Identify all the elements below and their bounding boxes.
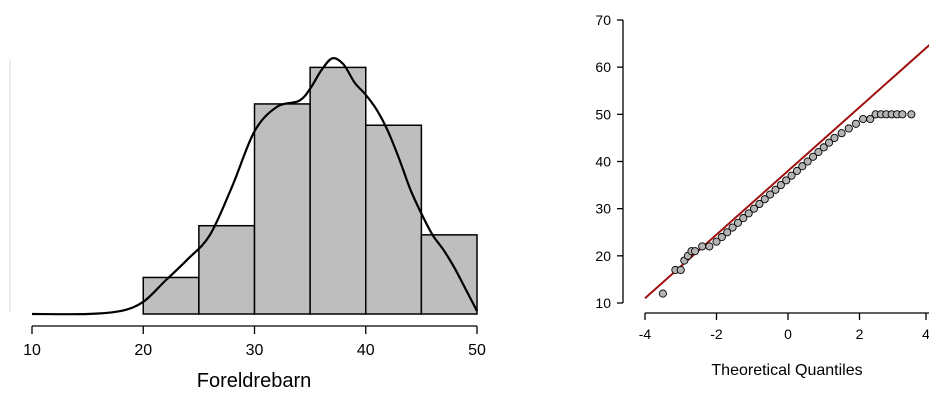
qq-x-tick-label: 2 [856, 326, 864, 342]
qq-x-axis-title: Theoretical Quantiles [711, 362, 862, 379]
qq-point [866, 115, 875, 124]
qq-point [691, 247, 700, 256]
qq-point [776, 181, 785, 190]
qq-x-ticks: -4 -2 0 2 4 [639, 313, 929, 342]
qq-point [844, 124, 853, 133]
qq-y-tick-label: 60 [595, 59, 611, 75]
histogram-x-tick-label: 50 [468, 342, 486, 359]
qq-point [907, 110, 916, 119]
qq-point [798, 162, 807, 171]
histogram-panel: 10 20 30 40 50 Foreldrebarn [9, 56, 486, 392]
qq-x-tick-label: 4 [922, 326, 929, 342]
qq-x-tick-label: -4 [639, 326, 652, 342]
histogram-x-tick-label: 30 [246, 342, 264, 359]
qq-points [658, 110, 916, 298]
histogram-x-ticks: 10 20 30 40 50 [23, 326, 486, 359]
qq-point [749, 204, 759, 213]
histogram-x-tick-label: 20 [134, 342, 152, 359]
density-curve [31, 56, 478, 316]
qq-y-tick-label: 40 [595, 154, 611, 170]
qq-point [698, 242, 707, 251]
qq-point [744, 209, 753, 218]
qq-plot-panel: 10 20 30 40 50 60 70 -4 -2 0 2 4 Theoretical Quant… [595, 12, 929, 379]
qq-x-tick-label: 0 [784, 326, 792, 342]
qq-point [787, 171, 796, 180]
qq-x-tick-label: -2 [710, 326, 723, 342]
histogram-bar [365, 124, 423, 315]
qq-point [739, 214, 748, 223]
qq-point [851, 119, 860, 128]
histogram-x-tick-label: 10 [23, 342, 41, 359]
qq-point [792, 166, 801, 175]
qq-point [755, 199, 764, 208]
histogram-bar [420, 234, 478, 315]
histogram-bar [198, 224, 256, 315]
qq-y-tick-label: 20 [595, 248, 611, 264]
qq-point [705, 242, 714, 251]
qq-y-ticks: 10 20 30 40 50 60 70 [595, 12, 623, 311]
qq-point [728, 223, 737, 232]
qq-point [723, 228, 732, 237]
histogram-bar [253, 103, 311, 315]
histogram-x-axis-title: Foreldrebarn [197, 370, 312, 392]
qq-point [837, 129, 846, 138]
qq-y-tick-label: 30 [595, 201, 611, 217]
qq-point [712, 237, 721, 246]
qq-reference-line [644, 44, 929, 300]
qq-point [830, 133, 839, 142]
qq-point [658, 289, 667, 298]
qq-point [825, 138, 834, 147]
histogram-bar [309, 66, 367, 315]
qq-point [814, 148, 823, 157]
qq-point [717, 232, 726, 242]
histogram-x-tick-label: 40 [357, 342, 375, 359]
qq-y-tick-label: 50 [595, 106, 611, 122]
qq-y-tick-label: 70 [595, 12, 611, 28]
qq-point [771, 185, 780, 194]
qq-point [766, 190, 775, 199]
qq-point [782, 176, 791, 185]
histogram-bars [142, 66, 478, 315]
qq-point [733, 218, 743, 227]
qq-point [859, 115, 868, 124]
qq-point [760, 195, 769, 204]
qq-point [803, 157, 812, 166]
qq-y-tick-label: 10 [595, 295, 611, 311]
qq-point [898, 110, 907, 119]
qq-point [819, 143, 828, 152]
qq-point [676, 265, 685, 275]
qq-point [808, 152, 818, 161]
